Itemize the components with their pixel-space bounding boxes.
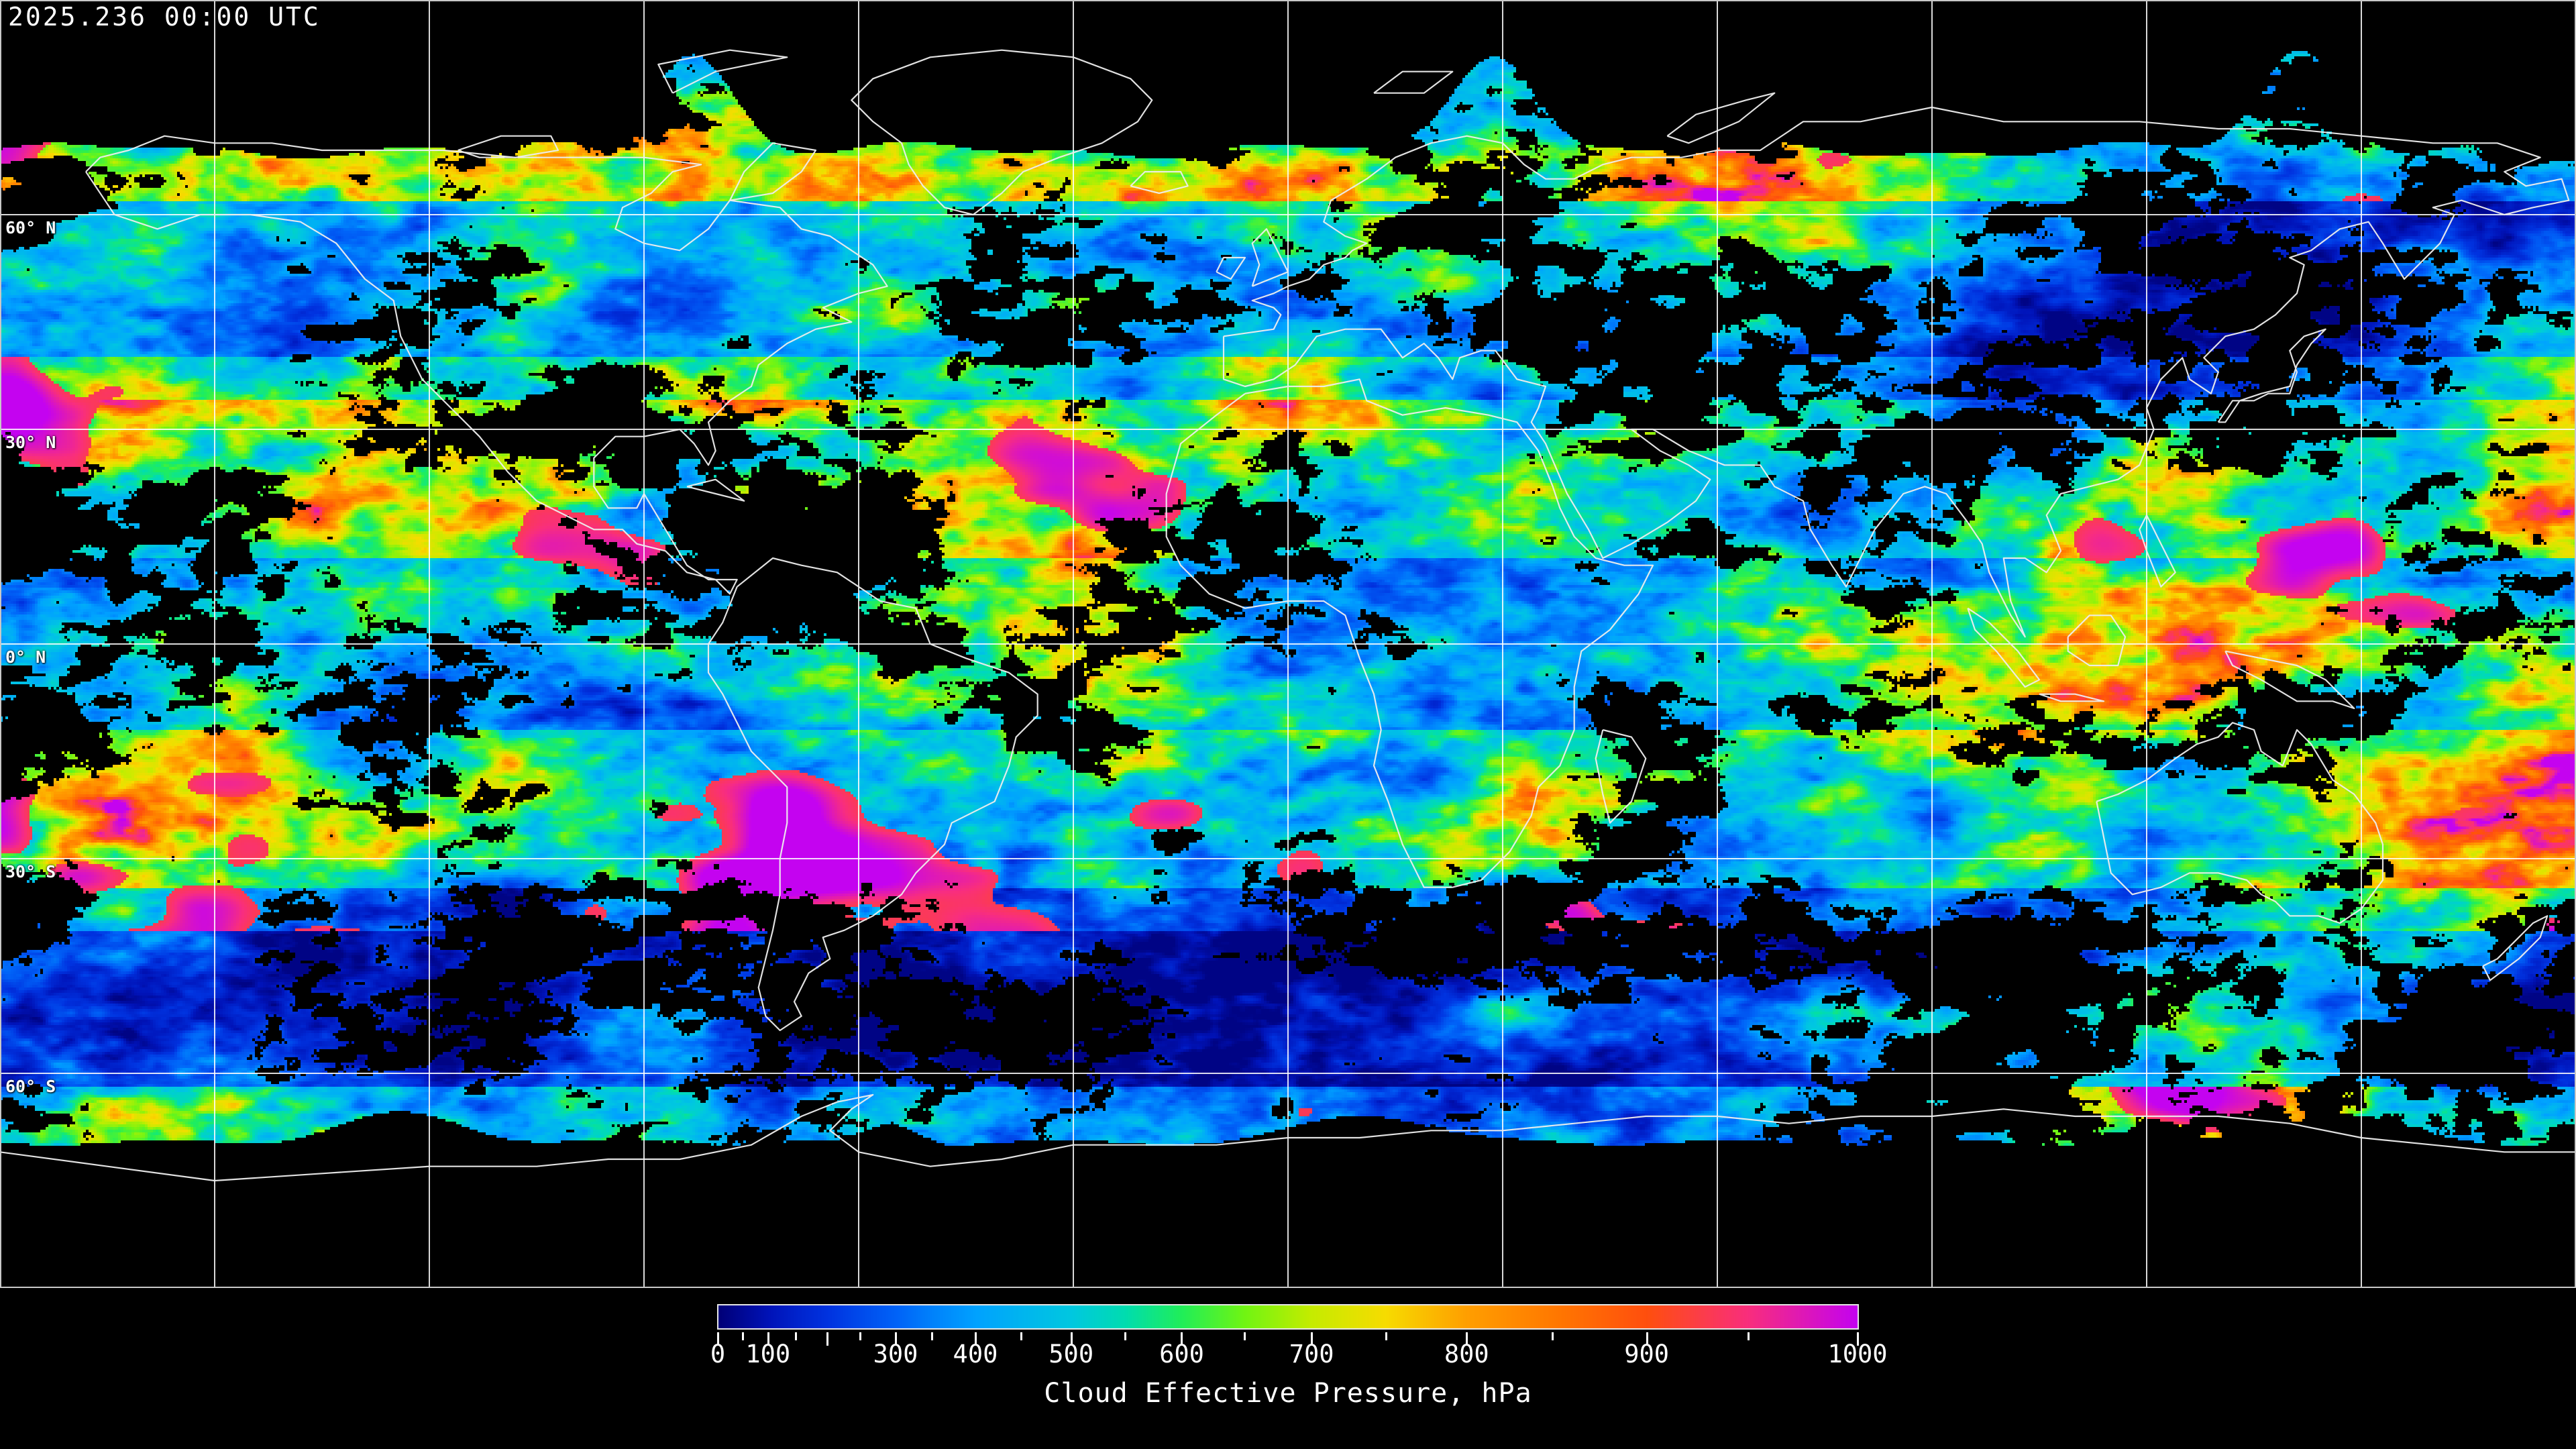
coastline-britain <box>1251 228 1289 287</box>
coastline-java <box>2039 693 2105 702</box>
coastline-australia <box>2096 722 2384 924</box>
colorbar-minor-tick-950 <box>1747 1332 1750 1340</box>
colorbar-tick-label-1000: 1000 <box>1827 1340 1888 1368</box>
lat-label-30s: 30° S <box>5 862 56 881</box>
coastline-sumatra <box>1967 607 2041 688</box>
coastline-antarctica <box>0 1093 2576 1182</box>
colorbar-tick-label-700: 700 <box>1289 1340 1334 1368</box>
coastline-victoria-island <box>458 135 559 158</box>
lat-label-60s: 60° S <box>5 1077 56 1096</box>
colorbar-minor-tick-850 <box>1551 1332 1554 1340</box>
colorbar-gradient-frame <box>717 1304 1859 1330</box>
colorbar-major-tick-0 <box>717 1332 719 1346</box>
coastline-ireland <box>1216 256 1246 280</box>
colorbar-major-tick-600 <box>1181 1332 1183 1346</box>
colorbar-minor-tick-650 <box>1243 1332 1246 1340</box>
coastline-africa <box>1165 378 1654 888</box>
colorbar-minor-tick-550 <box>1124 1332 1126 1340</box>
coastlines <box>0 49 2576 1182</box>
colorbar-major-tick-300 <box>895 1332 898 1346</box>
graticule-gridlines <box>0 1 2576 1287</box>
colorbar-tick-label-400: 400 <box>953 1340 998 1368</box>
colorbar-tick-label-600: 600 <box>1159 1340 1204 1368</box>
coastline-borneo <box>2067 614 2127 667</box>
colorbar-tick-label-300: 300 <box>873 1340 918 1368</box>
coastline-cuba <box>686 478 745 502</box>
coastline-philippines <box>2139 515 2176 588</box>
colorbar-tick-label-900: 900 <box>1624 1340 1670 1368</box>
lat-label-0n: 0° N <box>5 647 46 667</box>
colorbar-major-tick-800 <box>1466 1332 1468 1346</box>
lat-label-60n: 60° N <box>5 218 56 237</box>
colorbar-major-tick-900 <box>1646 1332 1648 1346</box>
colorbar-major-tick-1000 <box>1857 1332 1859 1346</box>
coastline-ellesmere <box>657 49 788 94</box>
coastline-japan <box>2217 328 2326 423</box>
colorbar-minor-tick-250 <box>859 1332 862 1340</box>
colorbar-title: Cloud Effective Pressure, hPa <box>1044 1378 1532 1409</box>
coastline-baffin <box>729 142 817 201</box>
colorbar-major-tick-100 <box>767 1332 769 1346</box>
coastline-new-guinea <box>2224 650 2355 710</box>
coastline-svalbard <box>1373 70 1454 94</box>
colorbar-major-tick-500 <box>1070 1332 1073 1346</box>
coastline-new-zealand <box>2482 915 2548 981</box>
coastline-eurasia <box>1222 106 2570 638</box>
colorbar-major-tick-700 <box>1311 1332 1313 1346</box>
colorbar-tick-label-500: 500 <box>1049 1340 1094 1368</box>
coastline-greenland <box>851 49 1153 216</box>
colorbar-minor-tick-750 <box>1385 1332 1387 1340</box>
colorbar-minor-tick-350 <box>931 1332 934 1340</box>
colorbar-tick-label-100: 100 <box>745 1340 791 1368</box>
colorbar-tick-label-0: 0 <box>710 1340 726 1368</box>
map-overlay <box>0 0 2576 1288</box>
coastline-iceland <box>1130 170 1189 195</box>
timestamp-label: 2025.236 00:00 UTC <box>8 2 321 32</box>
colorbar: 0 100 300 400 500 600 700 800 900 1000 Cloud Effe… <box>710 1304 1888 1445</box>
colorbar-minor-tick-150 <box>794 1332 797 1340</box>
colorbar-tick-label-800: 800 <box>1444 1340 1489 1368</box>
colorbar-minor-tick-450 <box>1020 1332 1022 1340</box>
colorbar-gradient <box>718 1305 1858 1328</box>
colorbar-minor-tick-50 <box>742 1332 745 1340</box>
coastline-north-america <box>85 135 888 595</box>
coastline-madagascar <box>1595 729 1647 824</box>
coastline-novaya-zemlya <box>1666 92 1776 144</box>
colorbar-major-tick-400 <box>974 1332 977 1346</box>
coastline-south-america <box>707 557 1038 1032</box>
map-border <box>0 0 2576 1288</box>
colorbar-major-tick-200 <box>826 1332 829 1346</box>
lat-label-30n: 30° N <box>5 433 56 452</box>
